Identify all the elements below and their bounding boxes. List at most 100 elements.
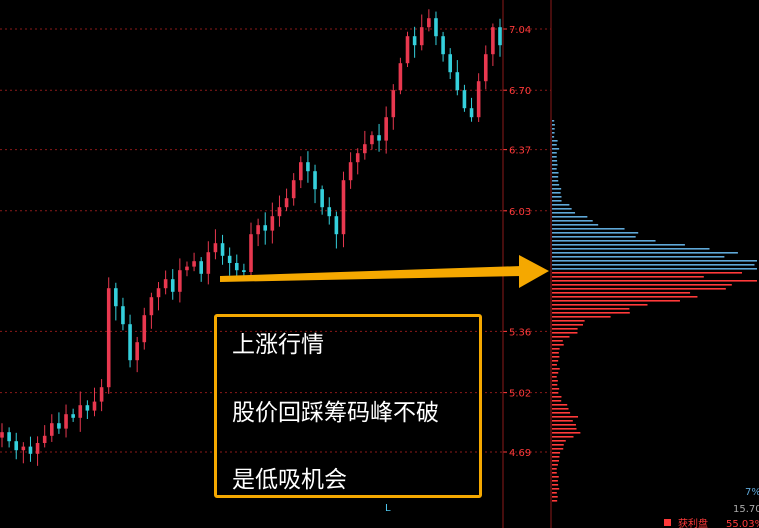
chip-bar bbox=[552, 392, 559, 394]
chip-bar bbox=[552, 184, 560, 186]
chip-bar bbox=[552, 212, 576, 214]
candle-body bbox=[377, 135, 381, 141]
chip-bar bbox=[552, 288, 726, 290]
annotation-box bbox=[214, 314, 482, 498]
chip-bar bbox=[552, 260, 757, 262]
candle-body bbox=[455, 72, 460, 91]
chip-bar bbox=[552, 232, 639, 234]
candle-body bbox=[427, 18, 431, 28]
candle-body bbox=[114, 288, 118, 307]
chip-bar bbox=[552, 200, 562, 202]
chip-bar bbox=[552, 236, 636, 238]
chip-bar bbox=[552, 256, 725, 258]
chip-bar bbox=[552, 252, 738, 254]
chip-bar bbox=[552, 496, 558, 498]
candle-body bbox=[476, 81, 481, 118]
candle-body bbox=[441, 36, 445, 55]
chip-bar bbox=[552, 160, 558, 162]
chip-bar bbox=[552, 404, 568, 406]
chip-bar bbox=[552, 468, 557, 470]
chip-bar bbox=[552, 412, 571, 414]
candle-body bbox=[291, 180, 296, 199]
chip-bar bbox=[552, 360, 559, 362]
chip-bar bbox=[552, 316, 611, 318]
candle-body bbox=[163, 279, 168, 289]
chip-bar bbox=[552, 424, 576, 426]
chip-bar bbox=[552, 272, 743, 274]
annotation-line-2: 股价回踩筹码峰不破 bbox=[232, 400, 439, 426]
chip-bar bbox=[552, 224, 599, 226]
chip-bar bbox=[552, 220, 593, 222]
candle-body bbox=[327, 207, 332, 217]
chip-bar bbox=[552, 300, 680, 302]
y-tick-label: 6.03 bbox=[509, 207, 531, 218]
chip-bar bbox=[552, 420, 573, 422]
chip-bar bbox=[552, 228, 625, 230]
chip-bar bbox=[552, 384, 558, 386]
chip-bar bbox=[552, 308, 630, 310]
y-tick-label: 6.70 bbox=[509, 86, 531, 97]
chip-bar bbox=[552, 152, 557, 154]
chip-bar bbox=[552, 280, 757, 282]
candle-body bbox=[284, 198, 289, 208]
chip-bar bbox=[552, 372, 559, 374]
chip-bar bbox=[552, 484, 559, 486]
candle-body bbox=[320, 189, 324, 208]
chip-bar bbox=[552, 432, 581, 434]
partial-percent: 7% bbox=[745, 487, 759, 498]
candle-body bbox=[448, 54, 452, 73]
candle-body bbox=[270, 216, 275, 231]
arrow bbox=[220, 255, 549, 288]
chip-bar bbox=[552, 284, 732, 286]
chip-bar bbox=[552, 488, 560, 490]
y-tick-label: 6.37 bbox=[509, 146, 531, 157]
chip-bar bbox=[552, 268, 757, 270]
candle-body bbox=[14, 441, 19, 451]
chip-bar bbox=[552, 164, 558, 166]
chip-bar bbox=[552, 376, 557, 378]
chip-bar bbox=[552, 180, 559, 182]
candle-body bbox=[57, 423, 61, 429]
candle-body bbox=[156, 288, 161, 298]
candle-body bbox=[469, 108, 474, 118]
candle-body bbox=[185, 266, 189, 271]
chip-bar bbox=[552, 480, 558, 482]
candle-body bbox=[92, 401, 97, 411]
candle-body bbox=[35, 443, 40, 454]
x-axis-marker: L bbox=[385, 503, 391, 514]
candle-body bbox=[50, 423, 54, 436]
chip-bar bbox=[552, 352, 559, 354]
candle-body bbox=[405, 36, 410, 64]
candle-body bbox=[170, 279, 175, 292]
chip-bar bbox=[552, 296, 698, 298]
y-tick-label: 5.36 bbox=[509, 327, 531, 338]
chip-bar bbox=[552, 240, 656, 242]
candle-body bbox=[121, 306, 125, 325]
chip-bar bbox=[552, 196, 562, 198]
candle-body bbox=[391, 90, 396, 118]
chip-bar bbox=[552, 188, 562, 190]
candle-body bbox=[483, 54, 488, 82]
chip-bar bbox=[552, 492, 557, 494]
chip-bar bbox=[552, 312, 630, 314]
chip-bar bbox=[552, 364, 557, 366]
candle-body bbox=[99, 387, 104, 402]
candle-body bbox=[299, 162, 303, 181]
chip-bar bbox=[552, 328, 578, 330]
candle-body bbox=[227, 255, 232, 263]
partial-value: 15.70 bbox=[733, 504, 759, 515]
chip-bar bbox=[552, 336, 570, 338]
chip-bar bbox=[552, 204, 570, 206]
candle-body bbox=[128, 324, 132, 361]
candle-body bbox=[234, 263, 239, 271]
candle-body bbox=[7, 432, 11, 442]
chip-bar bbox=[552, 472, 557, 474]
candle-body bbox=[192, 261, 196, 267]
chip-bar bbox=[552, 276, 704, 278]
chip-bar bbox=[552, 136, 555, 138]
chip-bar bbox=[552, 464, 558, 466]
chip-bar bbox=[552, 396, 562, 398]
chip-bar bbox=[552, 368, 560, 370]
candle-body bbox=[313, 171, 317, 190]
